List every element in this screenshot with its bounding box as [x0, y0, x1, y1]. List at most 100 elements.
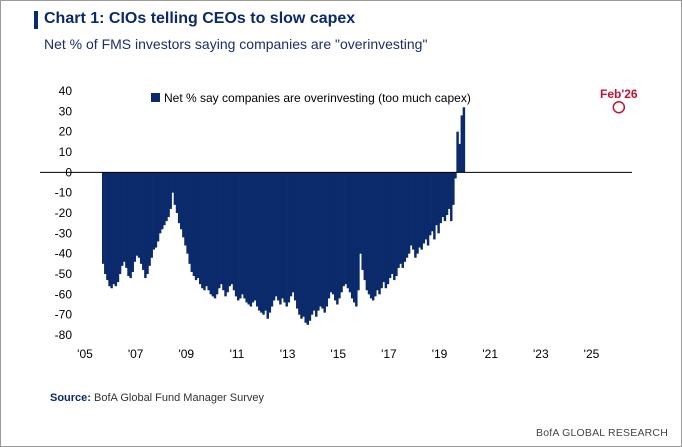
x-tick-label: '23 — [533, 347, 549, 361]
bar — [262, 172, 265, 315]
bar — [232, 172, 236, 291]
bar — [353, 172, 356, 303]
bar — [211, 172, 215, 297]
bar — [371, 172, 375, 301]
legend-label: Net % say companies are overinvesting (t… — [164, 91, 471, 105]
bar — [139, 172, 143, 264]
bar — [209, 172, 213, 295]
x-tick-label: '19 — [432, 347, 448, 361]
source-label: Source: — [50, 392, 91, 404]
bar — [175, 172, 179, 213]
bar — [253, 172, 257, 301]
bar — [180, 172, 183, 230]
bar — [401, 172, 404, 268]
y-tick-label: 30 — [59, 104, 73, 118]
bar — [230, 172, 234, 285]
bar — [376, 172, 379, 291]
bar — [344, 172, 348, 285]
bar — [454, 172, 457, 179]
y-tick-label: -20 — [55, 206, 73, 220]
bar — [236, 172, 240, 301]
bar — [365, 172, 369, 291]
bar — [384, 172, 388, 289]
bar — [342, 172, 345, 287]
bar — [422, 172, 426, 244]
bar — [150, 172, 153, 258]
bar — [272, 172, 276, 301]
bar — [439, 172, 442, 224]
bar — [321, 172, 324, 309]
bar — [281, 172, 284, 299]
bar — [148, 172, 151, 266]
bar — [133, 172, 137, 262]
bar — [450, 172, 453, 222]
y-tick-label: -10 — [55, 186, 73, 200]
bar — [127, 172, 130, 277]
x-axis-tick-labels: '05 '07 '09 '11 '13 '15 '17 '19 '21 '23 '25 — [77, 347, 599, 361]
bar — [393, 172, 396, 281]
bar — [243, 172, 246, 299]
bar — [445, 172, 449, 216]
bar — [279, 172, 282, 305]
y-tick-label: -30 — [55, 226, 73, 240]
bar — [245, 172, 248, 303]
y-tick-label: -60 — [55, 287, 73, 301]
bar — [412, 172, 415, 250]
bar — [249, 172, 253, 307]
bar — [315, 172, 318, 317]
bar — [452, 172, 455, 205]
bar — [255, 172, 259, 307]
x-tick-label: '13 — [280, 347, 296, 361]
y-tick-label: 20 — [59, 125, 73, 139]
bar — [270, 172, 274, 307]
bar — [277, 172, 280, 301]
bar — [142, 172, 145, 270]
bar — [433, 172, 436, 240]
bar — [241, 172, 244, 295]
bar-series — [101, 107, 466, 325]
y-tick-label: 40 — [59, 84, 73, 98]
bar — [357, 172, 360, 291]
bar — [348, 172, 352, 293]
bar — [369, 172, 373, 299]
x-tick-label: '05 — [77, 347, 93, 361]
bar — [355, 172, 358, 307]
bar — [163, 172, 166, 226]
x-tick-label: '11 — [230, 347, 245, 361]
bar — [458, 143, 461, 173]
bar — [409, 172, 413, 246]
bar — [346, 172, 350, 289]
bar — [161, 172, 164, 230]
bar — [420, 172, 423, 250]
bar — [114, 172, 118, 287]
bar — [131, 172, 134, 272]
bar — [104, 172, 107, 274]
bar — [310, 172, 314, 315]
bar — [350, 172, 354, 299]
bar — [258, 172, 261, 311]
bar — [116, 172, 120, 283]
bar — [260, 172, 263, 313]
y-tick-label: -40 — [55, 247, 73, 261]
bar — [323, 172, 326, 313]
x-tick-label: '21 — [482, 347, 498, 361]
bar — [196, 172, 200, 279]
bar — [443, 172, 447, 222]
bar — [186, 172, 189, 254]
bar — [302, 172, 305, 317]
bar — [101, 172, 105, 264]
bar — [123, 172, 126, 262]
bar — [167, 172, 170, 218]
bar — [291, 172, 295, 293]
bar — [207, 172, 210, 291]
bar — [363, 172, 366, 281]
bar — [407, 172, 411, 254]
bar — [300, 172, 303, 319]
bar — [112, 172, 115, 285]
source-text: BofA Global Fund Manager Survey — [94, 392, 265, 404]
bar — [173, 172, 177, 205]
bar — [293, 172, 297, 301]
bar — [329, 172, 333, 293]
bar — [304, 172, 307, 323]
